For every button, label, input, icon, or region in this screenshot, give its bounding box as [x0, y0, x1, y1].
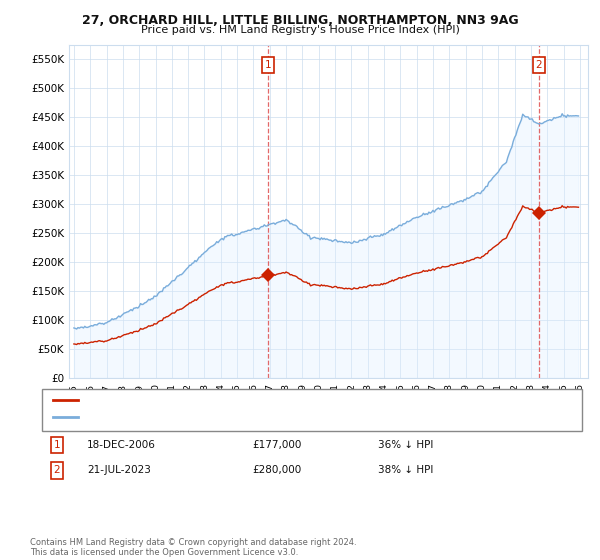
- Text: 1: 1: [265, 60, 272, 70]
- Text: 27, ORCHARD HILL, LITTLE BILLING, NORTHAMPTON, NN3 9AG: 27, ORCHARD HILL, LITTLE BILLING, NORTHA…: [82, 14, 518, 27]
- Text: 2: 2: [53, 465, 61, 475]
- Text: 21-JUL-2023: 21-JUL-2023: [87, 465, 151, 475]
- Text: 38% ↓ HPI: 38% ↓ HPI: [378, 465, 433, 475]
- Text: Contains HM Land Registry data © Crown copyright and database right 2024.
This d: Contains HM Land Registry data © Crown c…: [30, 538, 356, 557]
- Text: 1: 1: [53, 440, 61, 450]
- Text: £177,000: £177,000: [252, 440, 301, 450]
- Text: 18-DEC-2006: 18-DEC-2006: [87, 440, 156, 450]
- Text: 27, ORCHARD HILL,  LITTLE BILLING,  NORTHAMPTON,  NN3 9AG (detached house): 27, ORCHARD HILL, LITTLE BILLING, NORTHA…: [83, 395, 486, 405]
- Text: 36% ↓ HPI: 36% ↓ HPI: [378, 440, 433, 450]
- Text: HPI: Average price, detached house, West Northamptonshire: HPI: Average price, detached house, West…: [83, 412, 380, 422]
- Text: 2: 2: [536, 60, 542, 70]
- Text: £280,000: £280,000: [252, 465, 301, 475]
- Text: Price paid vs. HM Land Registry's House Price Index (HPI): Price paid vs. HM Land Registry's House …: [140, 25, 460, 35]
